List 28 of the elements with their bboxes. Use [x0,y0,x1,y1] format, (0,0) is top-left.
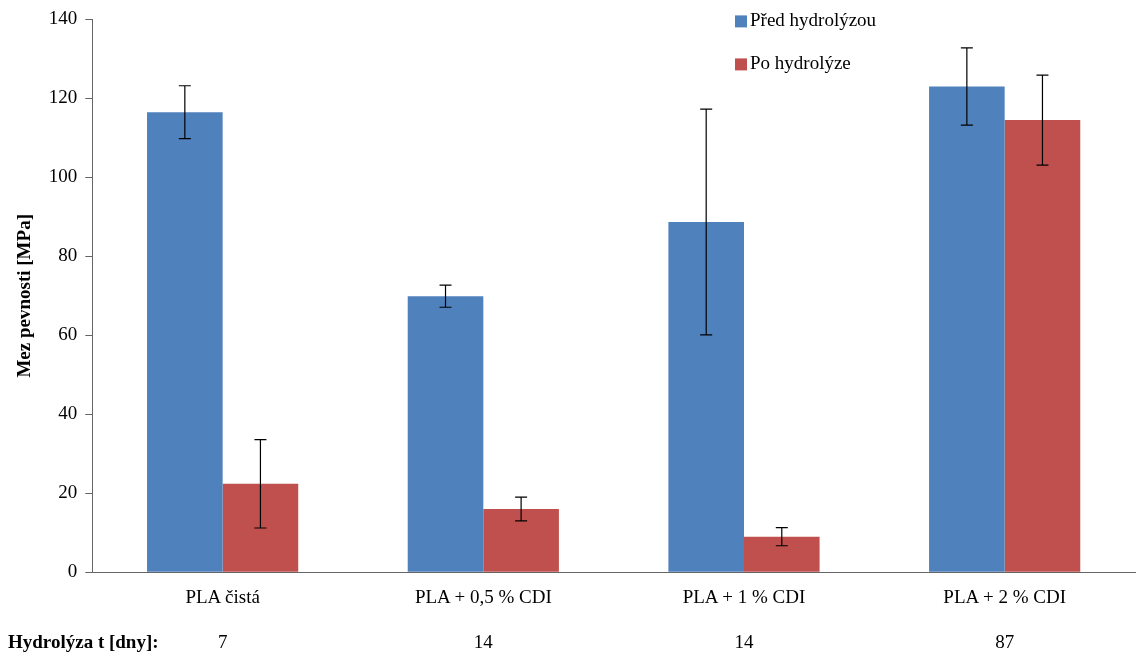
y-tick-label: 40 [58,402,78,424]
text: 87 [995,630,1015,652]
y-tick-label: 0 [67,560,78,582]
x-tick-label: PLA čistá [185,585,261,607]
text: 14 [734,630,754,652]
legend-label: Po hydrolýze [750,52,851,74]
y-tick-label: 20 [58,481,78,503]
y-tick-label: 140 [48,7,78,29]
bar [929,86,1005,572]
bar [1004,120,1081,572]
x-tick-label: PLA + 2 % CDI [943,585,1066,607]
bar [483,509,559,572]
text: 14 [473,630,494,652]
bar [407,296,484,572]
bar [147,112,223,572]
bar [743,536,820,572]
x-tick-label: PLA + 0,5 % CDI [414,585,552,607]
y-axis-title: Mez pevnosti [MPa] [13,214,35,378]
y-tick-label: 80 [58,244,78,266]
text: 7 [217,630,228,652]
bar [222,483,299,572]
legend-label: Před hydrolýzou [750,9,877,31]
x-tick-label: PLA + 1 % CDI [682,585,806,607]
text: Hydrolýza t [dny]: [8,630,159,652]
bar [668,221,744,572]
y-tick-label: 100 [48,165,78,187]
y-tick-label: 60 [58,323,78,345]
y-tick-label: 120 [48,86,78,108]
